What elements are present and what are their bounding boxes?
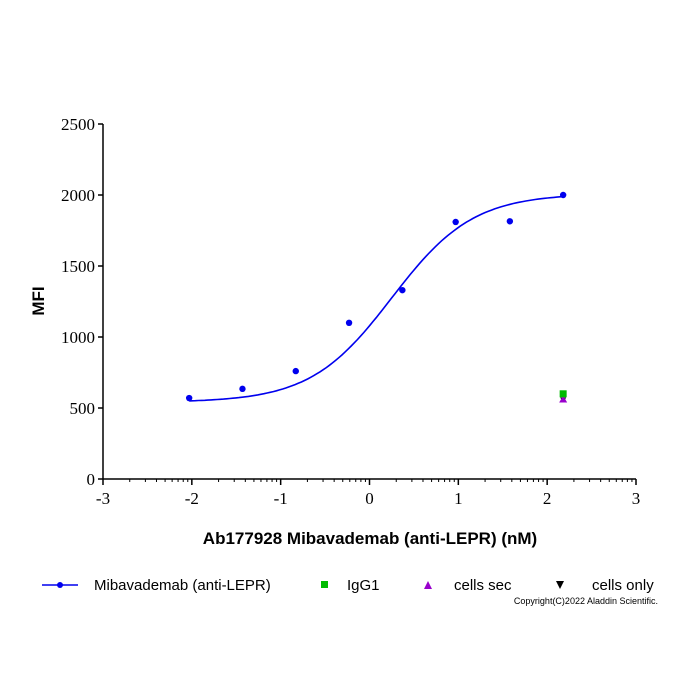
- x-tick-label: 3: [632, 489, 641, 508]
- x-axis-title: Ab177928 Mibavademab (anti-LEPR) (nM): [203, 529, 537, 548]
- y-axis-title: MFI: [29, 286, 48, 315]
- data-point: [452, 218, 459, 226]
- data-point: [345, 319, 353, 326]
- legend-label: cells sec: [454, 576, 512, 594]
- data-point: [559, 191, 567, 199]
- legend: Mibavademab (anti-LEPR) IgG1 cells sec c…: [40, 573, 670, 597]
- x-tick-label: 2: [543, 489, 552, 508]
- legend-label: cells only: [592, 576, 654, 594]
- x-tick-label: -1: [274, 489, 288, 508]
- data-point: [292, 367, 299, 375]
- y-axis: 0 500 1000 1500 2000 2500: [61, 115, 104, 489]
- y-tick-label: 0: [87, 470, 96, 489]
- x-tick-label: -3: [96, 489, 110, 508]
- legend-item-mibavademab: Mibavademab (anti-LEPR): [42, 573, 271, 597]
- y-tick-label: 500: [70, 399, 96, 418]
- x-tick-label: 1: [454, 489, 463, 508]
- x-tick-label: -2: [185, 489, 199, 508]
- copyright-text: Copyright(C)2022 Aladdin Scientific.: [513, 596, 658, 606]
- data-point: [559, 395, 568, 403]
- data-point: [399, 286, 406, 294]
- data-point: [559, 390, 567, 398]
- legend-label: Mibavademab (anti-LEPR): [94, 576, 271, 594]
- green-square-marker-icon: [321, 581, 328, 588]
- x-axis: -3 -2 -1 0 1 2 3: [96, 478, 641, 508]
- y-tick-label: 1500: [61, 257, 95, 276]
- legend-item-cells-only: cells only: [556, 573, 654, 597]
- y-tick-label: 1000: [61, 328, 95, 347]
- legend-label: IgG1: [347, 576, 380, 594]
- x-tick-label: 0: [365, 489, 374, 508]
- y-tick-label: 2500: [61, 115, 95, 134]
- data-point: [239, 385, 246, 393]
- black-triangle-down-marker-icon: [556, 581, 564, 589]
- legend-item-igg1: IgG1: [321, 573, 380, 597]
- line-circle-marker-icon: [42, 582, 78, 588]
- plot-series: [185, 191, 568, 403]
- y-tick-label: 2000: [61, 186, 95, 205]
- purple-triangle-up-marker-icon: [424, 581, 432, 589]
- fit-curve: [189, 195, 564, 402]
- legend-item-cells-sec: cells sec: [424, 573, 512, 597]
- data-point: [185, 394, 193, 402]
- data-point: [506, 218, 514, 225]
